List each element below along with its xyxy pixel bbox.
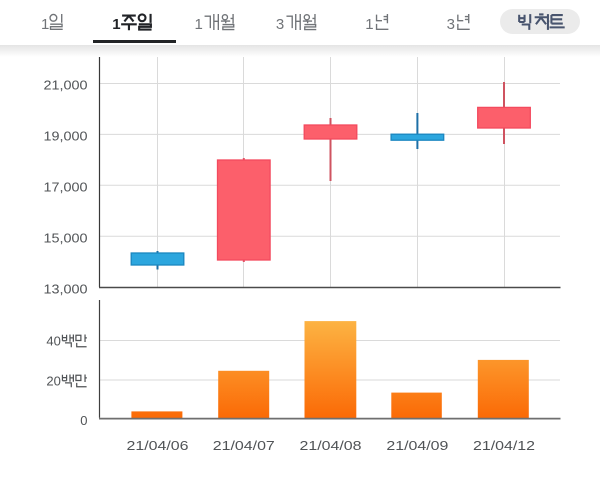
svg-text:21/04/07: 21/04/07 xyxy=(213,438,275,453)
svg-text:3: 3 xyxy=(447,16,455,33)
svg-text:17,000: 17,000 xyxy=(44,180,88,195)
svg-text:40: 40 xyxy=(46,334,60,349)
svg-text:19,000: 19,000 xyxy=(44,129,88,144)
svg-text:21/04/06: 21/04/06 xyxy=(127,438,189,453)
svg-text:0: 0 xyxy=(80,413,87,428)
svg-text:1: 1 xyxy=(365,16,373,33)
svg-text:15,000: 15,000 xyxy=(44,231,88,246)
svg-text:1: 1 xyxy=(41,16,49,33)
svg-text:13,000: 13,000 xyxy=(44,282,88,297)
svg-text:20: 20 xyxy=(46,374,60,389)
svg-text:1: 1 xyxy=(195,16,203,33)
svg-text:1: 1 xyxy=(112,16,120,33)
svg-text:3: 3 xyxy=(276,16,284,33)
svg-text:21/04/08: 21/04/08 xyxy=(300,438,362,453)
svg-text:21/04/12: 21/04/12 xyxy=(473,438,535,453)
svg-text:21,000: 21,000 xyxy=(44,78,88,93)
svg-text:21/04/09: 21/04/09 xyxy=(386,438,448,453)
